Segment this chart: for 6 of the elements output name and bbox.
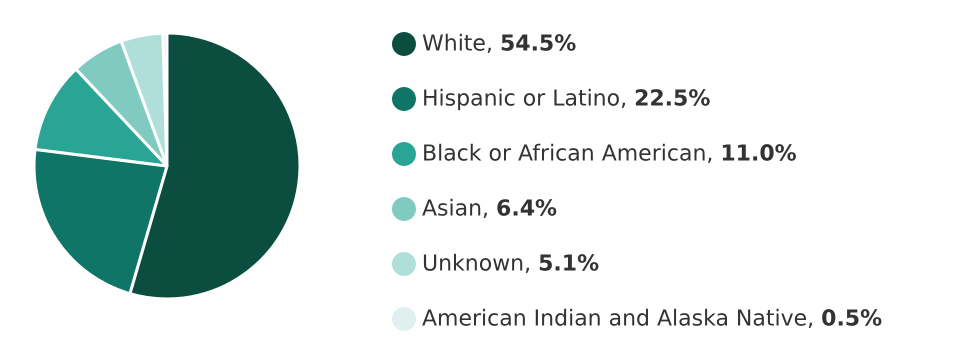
- legend-label: Black or African American, 11.0%: [422, 142, 797, 166]
- legend-label: White, 54.5%: [422, 32, 576, 56]
- legend-label: Unknown, 5.1%: [422, 252, 600, 276]
- legend-label: Asian, 6.4%: [422, 196, 558, 222]
- legend-label: American Indian and Alaska Native, 0.5%: [422, 306, 882, 332]
- legend-label: Hispanic or Latino, 22.5%: [422, 86, 710, 112]
